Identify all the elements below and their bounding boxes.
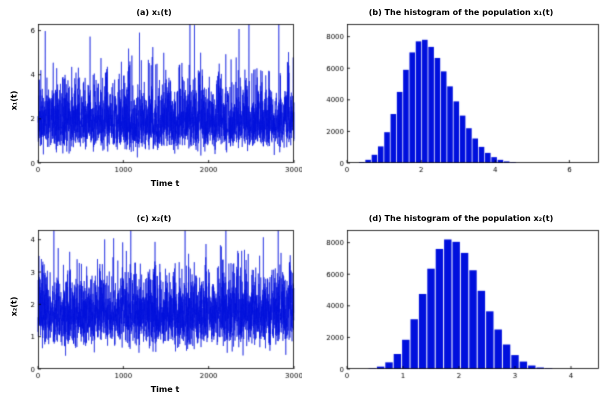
panel-b: (b) The histogram of the population x₁(t… xyxy=(315,6,607,179)
panel-a-ylabel: x₁(t) xyxy=(9,90,19,111)
panel-c-ylabel: x₂(t) xyxy=(9,296,19,317)
panel-d: (d) The histogram of the population x₂(t… xyxy=(315,212,607,385)
panel-a: (a) x₁(t) x₁(t) Time t xyxy=(6,6,302,191)
panel-a-title: (a) x₁(t) xyxy=(136,8,172,17)
panel-b-plot-area xyxy=(315,19,607,179)
panel-c-plot-area: x₂(t) Time t xyxy=(6,225,302,397)
panel-a-xlabel: Time t xyxy=(150,179,180,188)
panel-c-title: (c) x₂(t) xyxy=(136,214,172,223)
panel-a-plot-area: x₁(t) Time t xyxy=(6,19,302,191)
panel-d-plot-area xyxy=(315,225,607,385)
histogram-x1-canvas xyxy=(315,19,607,179)
panel-b-title: (b) The histogram of the population x₁(t… xyxy=(368,8,554,17)
histogram-x2-canvas xyxy=(315,225,607,385)
panel-c-xlabel: Time t xyxy=(150,385,180,394)
panel-c: (c) x₂(t) x₂(t) Time t xyxy=(6,212,302,397)
panel-d-title: (d) The histogram of the population x₂(t… xyxy=(368,214,554,223)
timeseries-x2-canvas xyxy=(6,225,302,385)
timeseries-x1-canvas xyxy=(6,19,302,179)
